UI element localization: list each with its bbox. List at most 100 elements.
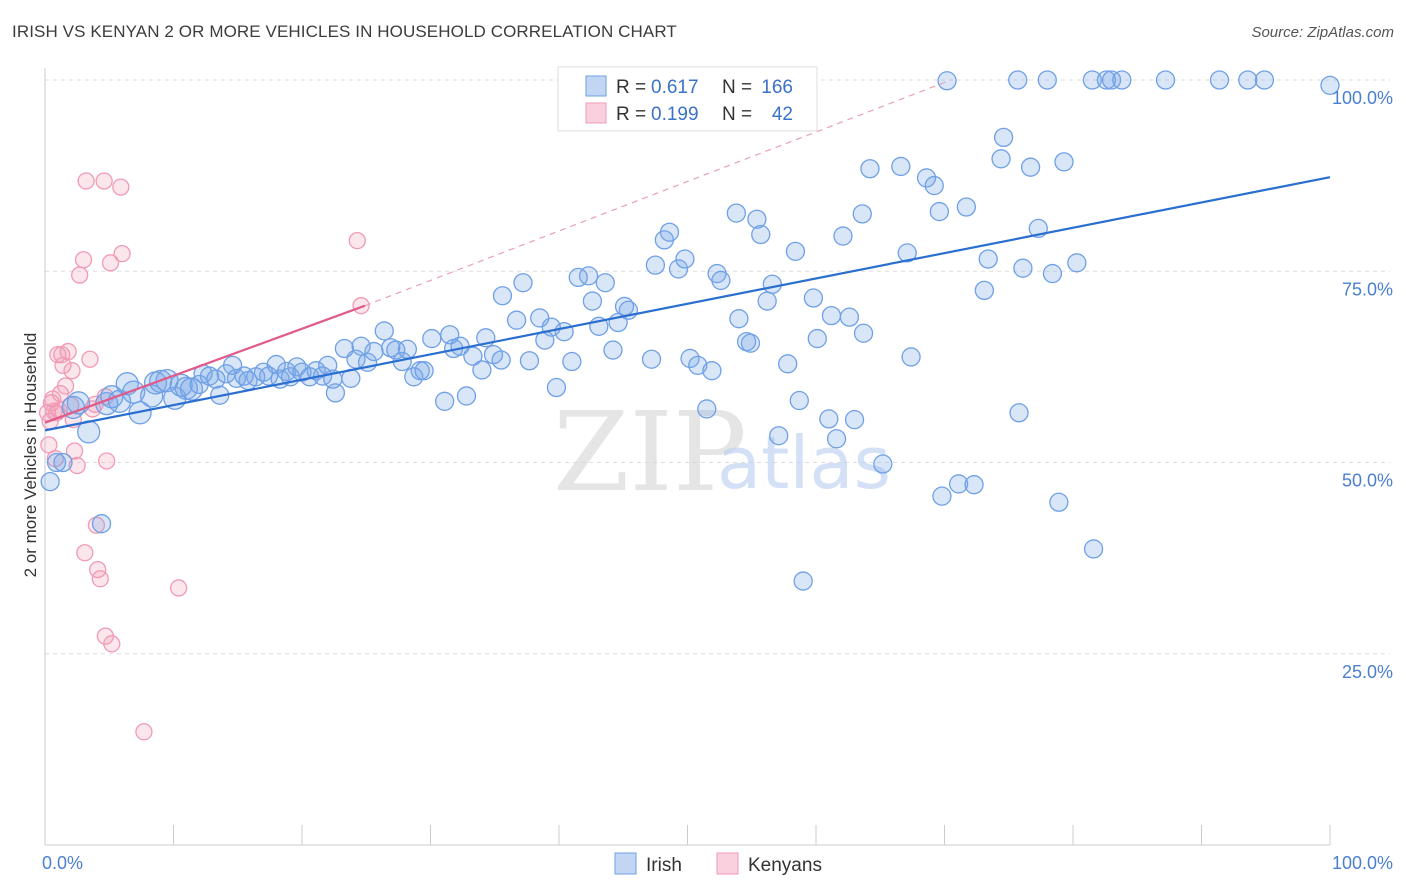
irish-point [554, 322, 574, 342]
irish-point [668, 259, 689, 279]
irish-point [740, 333, 761, 353]
legend-r-value: 0.617 [651, 77, 699, 98]
kenyans-point [76, 544, 94, 562]
irish-point [807, 328, 827, 349]
irish-point [40, 471, 60, 492]
irish-point [833, 226, 853, 246]
kenyans-point [59, 342, 77, 361]
irish-point [1096, 70, 1117, 90]
kenyans-point [352, 297, 370, 315]
irish-point [562, 351, 582, 372]
irish-point [434, 391, 455, 411]
irish-point [140, 384, 164, 408]
irish-point [762, 274, 782, 294]
irish-point [206, 369, 226, 389]
irish-point [697, 399, 717, 419]
irish-point [397, 339, 418, 359]
irish-point [757, 291, 777, 311]
irish-point [789, 390, 809, 411]
axes [44, 68, 1331, 846]
irish-series [40, 70, 1340, 591]
legend-n-label: N = [722, 77, 752, 98]
watermark-atlas: atlas [717, 421, 891, 505]
legend-n-label: N = [722, 104, 752, 125]
kenyans-point [81, 350, 99, 368]
irish-point [785, 241, 806, 262]
irish-point [929, 201, 950, 222]
irish-point [819, 409, 839, 429]
irish-point [325, 383, 346, 403]
watermark: ZIP atlas [553, 388, 891, 516]
kenyans-point [91, 570, 109, 588]
irish-point [964, 475, 984, 495]
kenyans-point [169, 579, 188, 597]
gridlines [45, 79, 1390, 655]
chart-title: IRISH VS KENYAN 2 OR MORE VEHICLES IN HO… [12, 22, 677, 41]
irish-point [702, 361, 722, 381]
irish-point [1155, 70, 1176, 90]
irish-point [729, 309, 749, 329]
irish-point [853, 323, 874, 343]
irish-point [374, 321, 394, 341]
irish-point [53, 452, 73, 473]
irish-point [769, 426, 789, 446]
irish-point [1042, 263, 1063, 284]
irish-point [974, 280, 994, 301]
kenyans-point [63, 362, 81, 380]
kenyans-legend-marker [716, 852, 739, 875]
trend-lines [44, 79, 1331, 432]
irish-point [680, 348, 700, 369]
irish-point [226, 368, 247, 389]
irish-point [100, 385, 124, 409]
irish-point [91, 514, 112, 534]
kenyans-point [71, 266, 89, 284]
irish-point [1254, 70, 1275, 90]
kenyans-point [101, 254, 120, 272]
irish-point [860, 159, 880, 179]
irish-point [675, 249, 695, 269]
irish-point [1101, 70, 1122, 90]
irish-point [1320, 75, 1340, 96]
irish-legend-swatch [585, 75, 607, 97]
kenyans-point [65, 442, 84, 460]
irish-point [506, 310, 527, 330]
irish-point [916, 168, 937, 188]
kenyans-point [103, 635, 121, 653]
legend-n-value: 166 [761, 77, 793, 98]
irish-point [1054, 152, 1074, 172]
irish-point [751, 224, 771, 245]
kenyans-point [135, 723, 153, 741]
irish-point [287, 357, 307, 377]
irish-point [1112, 70, 1132, 90]
irish-point [937, 71, 957, 91]
kenyans-point [56, 377, 75, 395]
irish-point [688, 355, 708, 375]
irish-point [472, 360, 492, 380]
irish-trend-line [44, 176, 1331, 432]
irish-point [513, 273, 533, 293]
irish-point [844, 410, 865, 430]
y-tick-label: 50.0% [1342, 471, 1393, 491]
irish-point [1013, 258, 1033, 278]
irish-point [901, 347, 921, 367]
kenyans-point [112, 178, 130, 196]
irish-point [821, 305, 842, 326]
kenyans-point [74, 251, 93, 269]
legend-r-label: R = [616, 77, 646, 98]
legend-n-value: 42 [772, 104, 793, 125]
irish-point [1008, 70, 1028, 90]
watermark-zip: ZIP [553, 388, 747, 516]
stats-legend-frame [557, 66, 818, 132]
irish-point [793, 571, 813, 591]
irish-point [803, 288, 824, 308]
kenyans-point [98, 452, 116, 470]
irish-point [978, 249, 998, 269]
irish-point [546, 377, 567, 398]
irish-point [582, 291, 603, 311]
x-tick-label-min: 0.0% [42, 853, 83, 873]
kenyans-point [49, 345, 67, 364]
kenyans-point [77, 172, 95, 190]
irish-point [1009, 403, 1029, 423]
irish-point [46, 452, 67, 473]
